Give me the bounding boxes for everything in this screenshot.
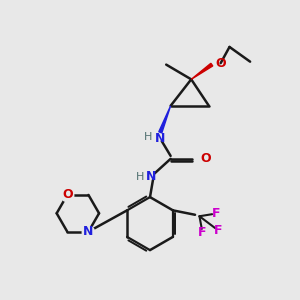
Text: N: N xyxy=(146,170,157,183)
Text: F: F xyxy=(212,207,220,220)
Text: N: N xyxy=(83,225,94,238)
Polygon shape xyxy=(191,63,213,79)
Text: O: O xyxy=(200,152,211,165)
Text: N: N xyxy=(155,132,166,145)
Text: O: O xyxy=(215,57,226,70)
Text: F: F xyxy=(198,226,207,239)
Polygon shape xyxy=(159,106,171,133)
Text: F: F xyxy=(214,224,223,238)
Text: O: O xyxy=(62,188,73,201)
Text: H: H xyxy=(136,172,144,182)
Text: H: H xyxy=(144,132,153,142)
